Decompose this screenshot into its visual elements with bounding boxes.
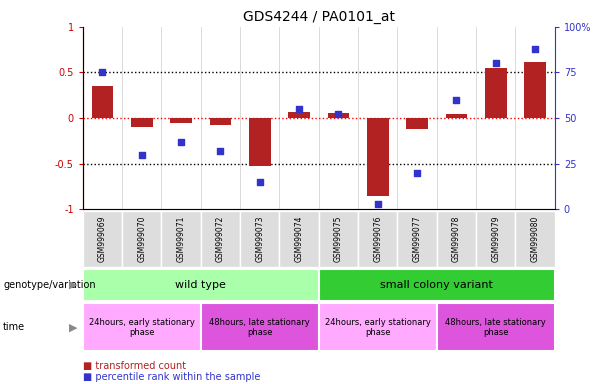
Point	[452, 97, 462, 103]
Text: GSM999079: GSM999079	[491, 216, 500, 262]
Point	[294, 106, 304, 112]
Text: GSM999080: GSM999080	[531, 216, 539, 262]
Point	[491, 60, 501, 66]
Bar	[367, 118, 389, 195]
Text: 24hours, early stationary
phase: 24hours, early stationary phase	[89, 318, 195, 337]
Point	[373, 201, 383, 207]
Bar	[406, 118, 428, 129]
Bar	[446, 114, 467, 118]
Text: genotype/variation: genotype/variation	[3, 280, 96, 290]
Bar	[249, 118, 270, 166]
Bar	[210, 118, 231, 126]
Text: small colony variant: small colony variant	[380, 280, 493, 290]
Text: ■ percentile rank within the sample: ■ percentile rank within the sample	[83, 372, 260, 382]
Point	[530, 46, 540, 52]
Text: ▶: ▶	[69, 280, 78, 290]
Text: 24hours, early stationary
phase: 24hours, early stationary phase	[325, 318, 431, 337]
Bar	[288, 112, 310, 118]
Text: GSM999077: GSM999077	[413, 216, 422, 262]
Text: GSM999069: GSM999069	[98, 216, 107, 262]
Text: ■ transformed count: ■ transformed count	[83, 361, 186, 371]
Text: time: time	[3, 322, 25, 333]
Point	[255, 179, 265, 185]
Text: GSM999078: GSM999078	[452, 216, 461, 262]
Text: wild type: wild type	[175, 280, 226, 290]
Text: ▶: ▶	[69, 322, 78, 333]
Point	[137, 152, 147, 158]
Text: GSM999071: GSM999071	[177, 216, 186, 262]
Text: 48hours, late stationary
phase: 48hours, late stationary phase	[210, 318, 310, 337]
Bar	[131, 118, 153, 127]
Text: GSM999076: GSM999076	[373, 216, 383, 262]
Bar	[485, 68, 506, 118]
Text: GSM999072: GSM999072	[216, 216, 225, 262]
Point	[176, 139, 186, 145]
Point	[216, 148, 226, 154]
Bar	[327, 113, 349, 118]
Point	[412, 170, 422, 176]
Text: GSM999070: GSM999070	[137, 216, 147, 262]
Point	[97, 70, 107, 76]
Text: GSM999074: GSM999074	[295, 216, 303, 262]
Point	[333, 111, 343, 118]
Bar	[170, 118, 192, 122]
Bar	[91, 86, 113, 118]
Bar	[524, 61, 546, 118]
Title: GDS4244 / PA0101_at: GDS4244 / PA0101_at	[243, 10, 395, 25]
Text: GSM999073: GSM999073	[255, 216, 264, 262]
Text: 48hours, late stationary
phase: 48hours, late stationary phase	[446, 318, 546, 337]
Text: GSM999075: GSM999075	[334, 216, 343, 262]
